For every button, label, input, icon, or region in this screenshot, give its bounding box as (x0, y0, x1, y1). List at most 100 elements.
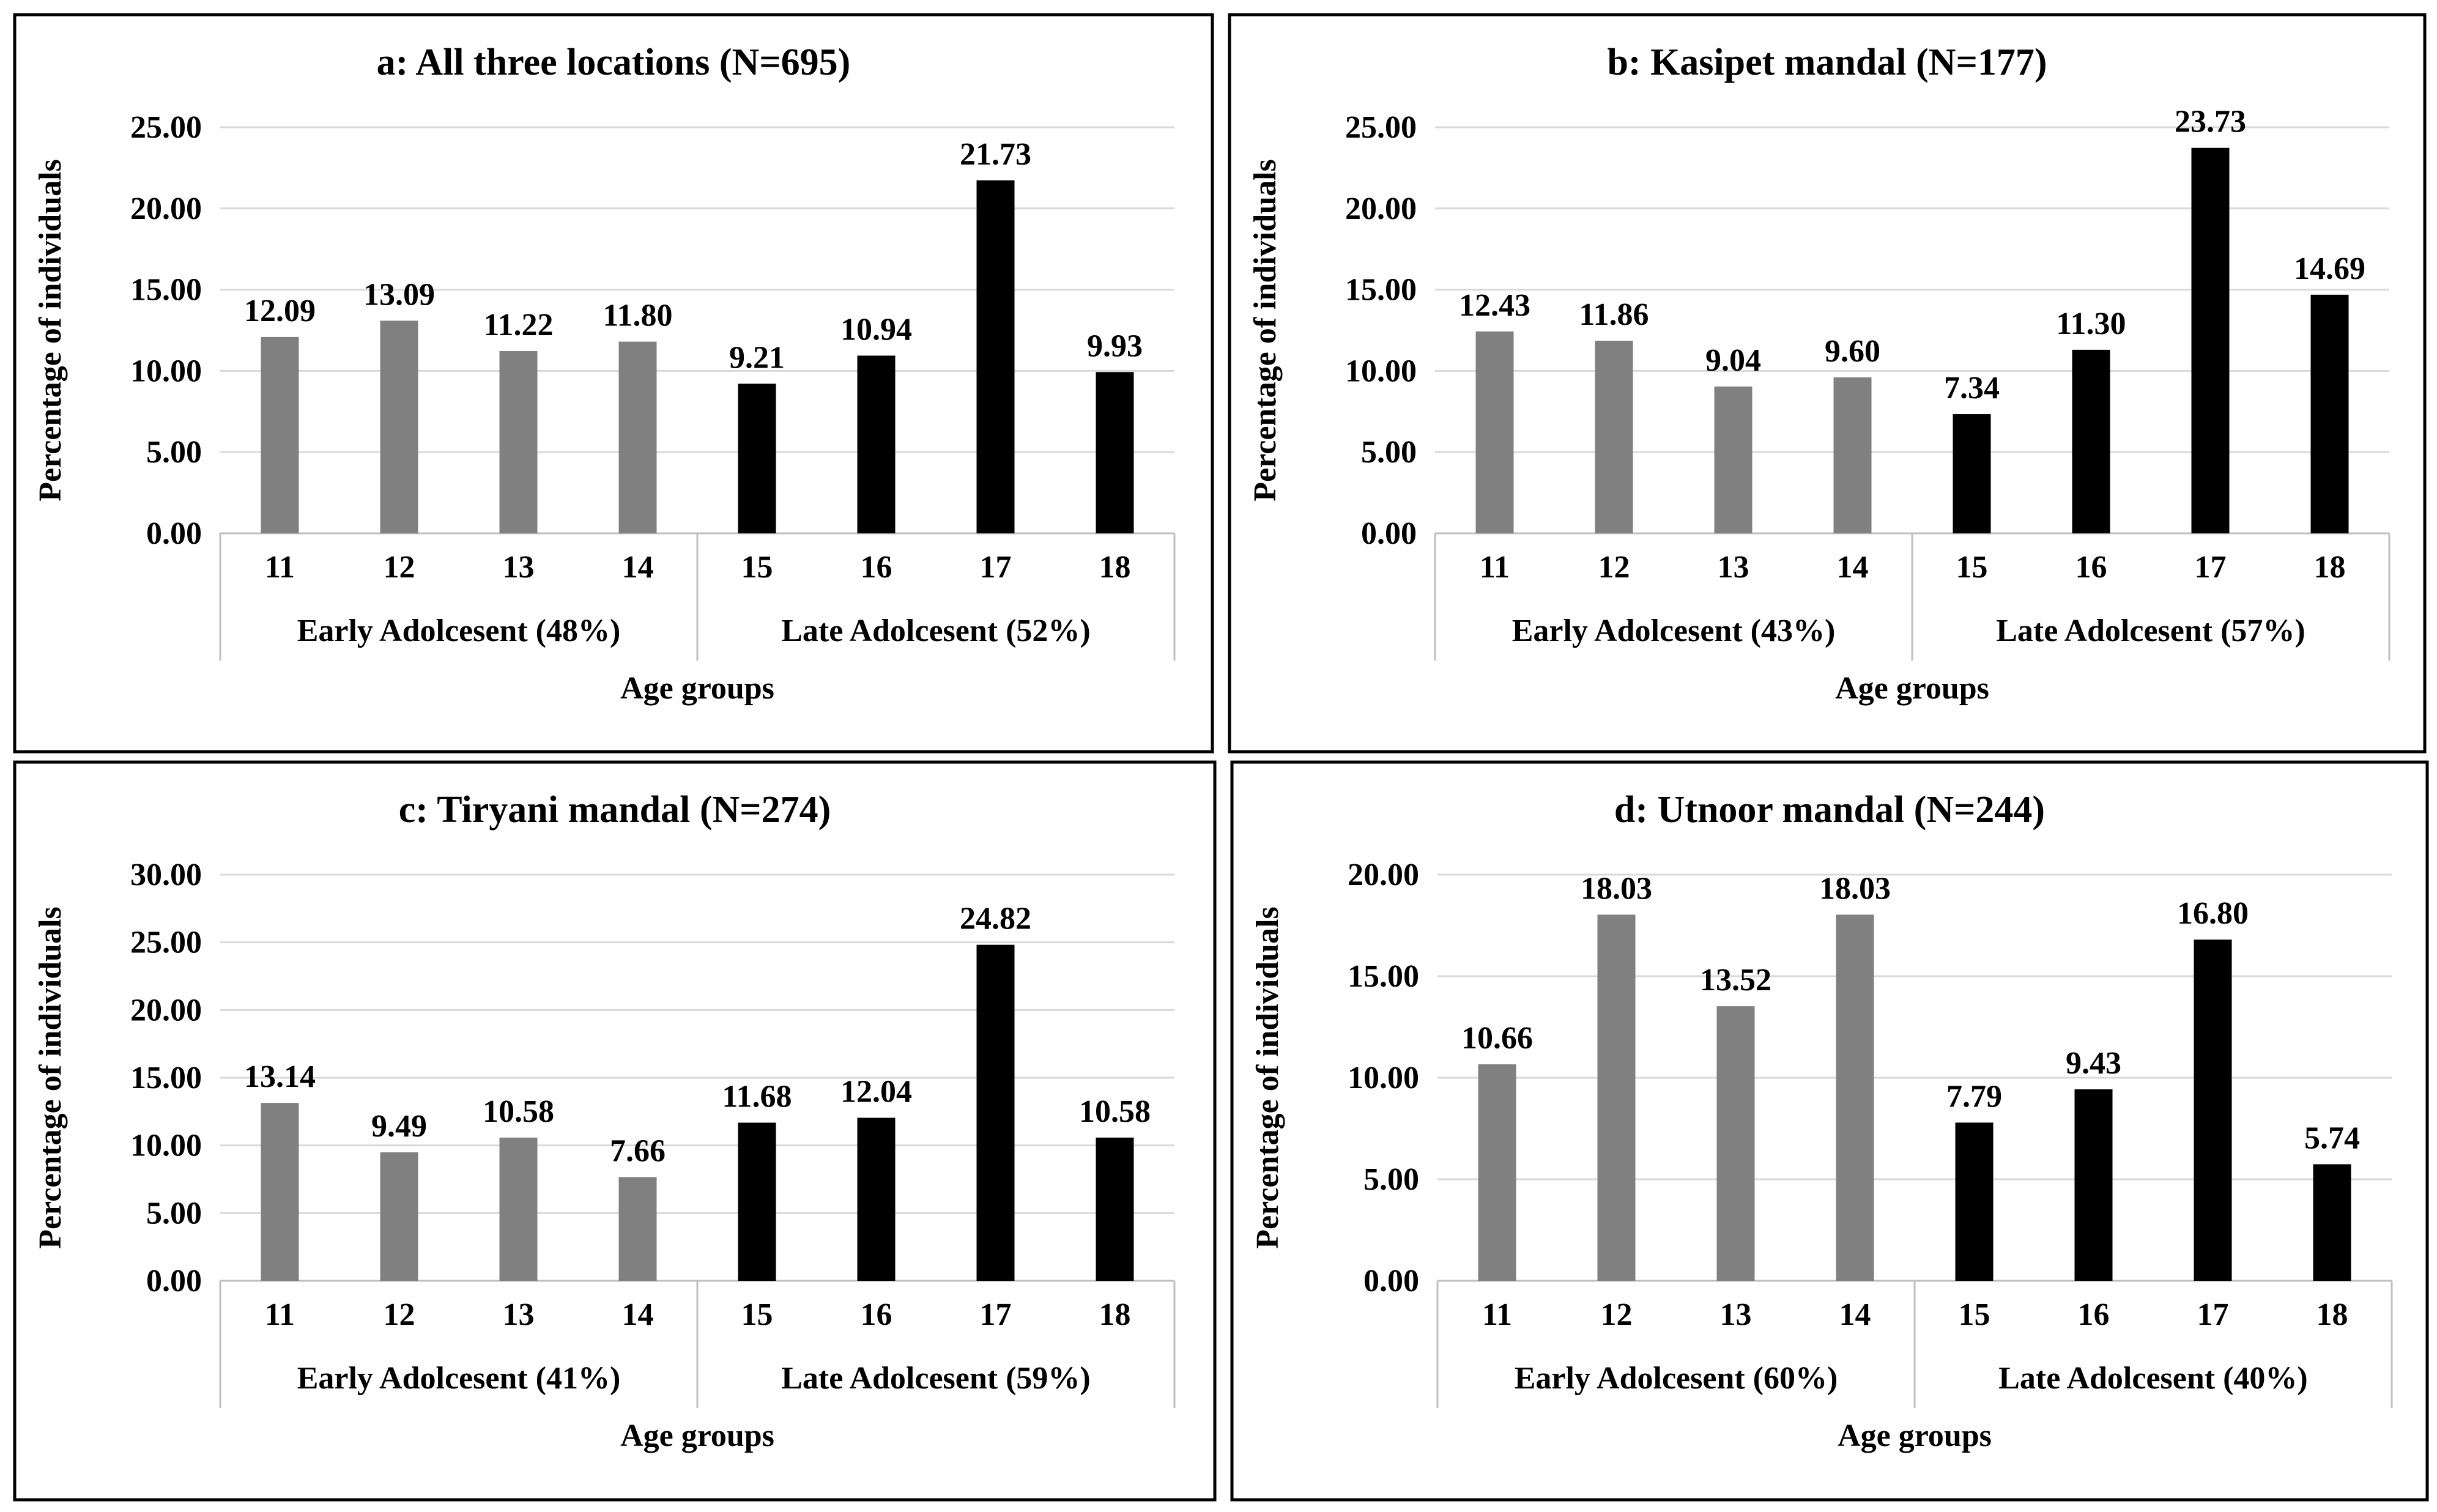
y-tick-label: 5.00 (146, 435, 202, 470)
y-axis-title: Percentage of individuals (1250, 906, 1285, 1248)
x-tick-label: 14 (622, 1297, 654, 1332)
group-label-late: Late Adolcesent (52%) (781, 613, 1090, 648)
bar-value-label: 11.22 (483, 308, 553, 343)
bar-value-label: 18.03 (1819, 871, 1891, 906)
group-label-early: Early Adolcesent (41%) (297, 1361, 621, 1396)
x-tick-label: 12 (384, 550, 415, 585)
y-tick-label: 25.00 (130, 925, 202, 960)
bar-age-17 (976, 944, 1015, 1281)
bar-value-label: 24.82 (960, 902, 1031, 936)
x-tick-label: 13 (1718, 550, 1749, 585)
y-axis-title: Percentage of individuals (1248, 159, 1283, 501)
group-label-early: Early Adolcesent (43%) (1512, 613, 1836, 648)
bar-age-16 (2074, 1089, 2113, 1281)
x-tick-label: 11 (1482, 1297, 1512, 1332)
bar-age-11 (1478, 1064, 1516, 1281)
x-tick-label: 18 (2314, 550, 2346, 585)
chart-title: a: All three locations (N=695) (377, 42, 851, 83)
x-tick-label: 16 (861, 1297, 892, 1332)
x-axis-title: Age groups (620, 671, 774, 706)
y-tick-label: 0.00 (1361, 516, 1417, 551)
y-tick-label: 20.00 (130, 993, 202, 1028)
x-tick-label: 17 (2195, 550, 2227, 585)
group-label-early: Early Adolcesent (60%) (1515, 1361, 1838, 1396)
bar-age-12 (1595, 340, 1633, 533)
x-tick-label: 14 (622, 550, 654, 585)
x-tick-label: 11 (265, 550, 295, 585)
x-tick-label: 13 (503, 550, 535, 585)
y-tick-label: 15.00 (1348, 959, 1419, 994)
y-tick-label: 25.00 (130, 110, 202, 145)
bar-value-label: 13.09 (363, 277, 435, 312)
y-tick-label: 10.00 (130, 354, 202, 388)
y-tick-label: 0.00 (146, 516, 202, 551)
chart-title: b: Kasipet mandal (N=177) (1607, 42, 2047, 83)
y-tick-label: 30.00 (130, 858, 202, 892)
x-tick-label: 15 (741, 550, 773, 585)
x-tick-label: 15 (1956, 550, 1988, 585)
chart-title: d: Utnoor mandal (N=244) (1614, 789, 2045, 831)
bar-age-18 (2313, 1164, 2351, 1281)
chart-panel: a: All three locations (N=695) 0.00 5.00 10… (13, 13, 1214, 754)
y-tick-label: 10.00 (1345, 354, 1417, 388)
group-label-late: Late Adolcesent (57%) (1996, 613, 2305, 648)
x-tick-label: 12 (1601, 1297, 1633, 1332)
bar-age-14 (618, 341, 657, 533)
bar-value-label: 18.03 (1581, 871, 1652, 906)
chart-title: c: Tiryani mandal (N=274) (399, 789, 831, 831)
bar-value-label: 9.21 (729, 340, 785, 375)
chart-panel: d: Utnoor mandal (N=244) 0.00 5.00 10.00 15.… (1230, 760, 2429, 1502)
x-tick-label: 16 (2075, 550, 2107, 585)
bar-age-14 (618, 1177, 657, 1281)
bar-age-12 (380, 321, 418, 533)
x-tick-label: 17 (2197, 1297, 2229, 1332)
x-tick-label: 13 (1720, 1297, 1752, 1332)
bar-age-11 (1475, 331, 1514, 533)
bar-value-label: 11.30 (2056, 306, 2126, 341)
bar-age-18 (1096, 372, 1134, 533)
bar-value-label: 23.73 (2175, 105, 2246, 139)
y-tick-label: 5.00 (1363, 1162, 1419, 1197)
bar-value-label: 7.79 (1946, 1079, 2002, 1114)
bar-age-16 (857, 1117, 896, 1281)
bar-age-15 (738, 384, 776, 533)
bar-value-label: 14.69 (2294, 251, 2365, 286)
x-tick-label: 11 (1480, 550, 1510, 585)
y-tick-label: 20.00 (130, 191, 202, 226)
bar-value-label: 9.49 (371, 1109, 427, 1144)
bar-age-15 (738, 1122, 776, 1281)
bar-age-11 (261, 1103, 299, 1281)
y-axis-title: Percentage of individuals (33, 906, 68, 1248)
x-tick-label: 18 (2316, 1297, 2348, 1332)
y-tick-label: 5.00 (1361, 435, 1417, 470)
bar-value-label: 11.68 (722, 1079, 792, 1114)
y-tick-label: 25.00 (1345, 110, 1417, 145)
bar-value-label: 10.58 (1079, 1094, 1151, 1129)
bar-age-18 (1096, 1137, 1134, 1281)
x-axis-title: Age groups (1835, 671, 1989, 706)
bar-age-13 (499, 1137, 538, 1281)
y-tick-label: 5.00 (146, 1196, 202, 1231)
bar-value-label: 13.52 (1700, 963, 1771, 998)
x-tick-label: 13 (503, 1297, 535, 1332)
x-tick-label: 18 (1099, 550, 1131, 585)
group-label-late: Late Adolcesent (40%) (1998, 1361, 2307, 1396)
y-tick-label: 0.00 (146, 1264, 202, 1299)
x-tick-label: 15 (1959, 1297, 1990, 1332)
bar-value-label: 13.14 (244, 1059, 316, 1094)
bar-age-16 (857, 355, 896, 533)
bar-value-label: 9.60 (1825, 334, 1880, 369)
bar-age-14 (1836, 914, 1874, 1281)
bar-value-label: 7.66 (610, 1133, 666, 1168)
bar-age-13 (1714, 386, 1753, 533)
y-tick-label: 0.00 (1363, 1264, 1419, 1299)
bar-value-label: 11.86 (1579, 297, 1649, 332)
bar-age-15 (1953, 414, 1991, 533)
bar-age-15 (1955, 1122, 1994, 1281)
bar-value-label: 10.58 (483, 1094, 554, 1129)
bar-value-label: 9.43 (2066, 1046, 2121, 1081)
x-tick-label: 18 (1099, 1297, 1131, 1332)
bar-value-label: 9.04 (1705, 343, 1761, 378)
x-tick-label: 12 (1598, 550, 1630, 585)
